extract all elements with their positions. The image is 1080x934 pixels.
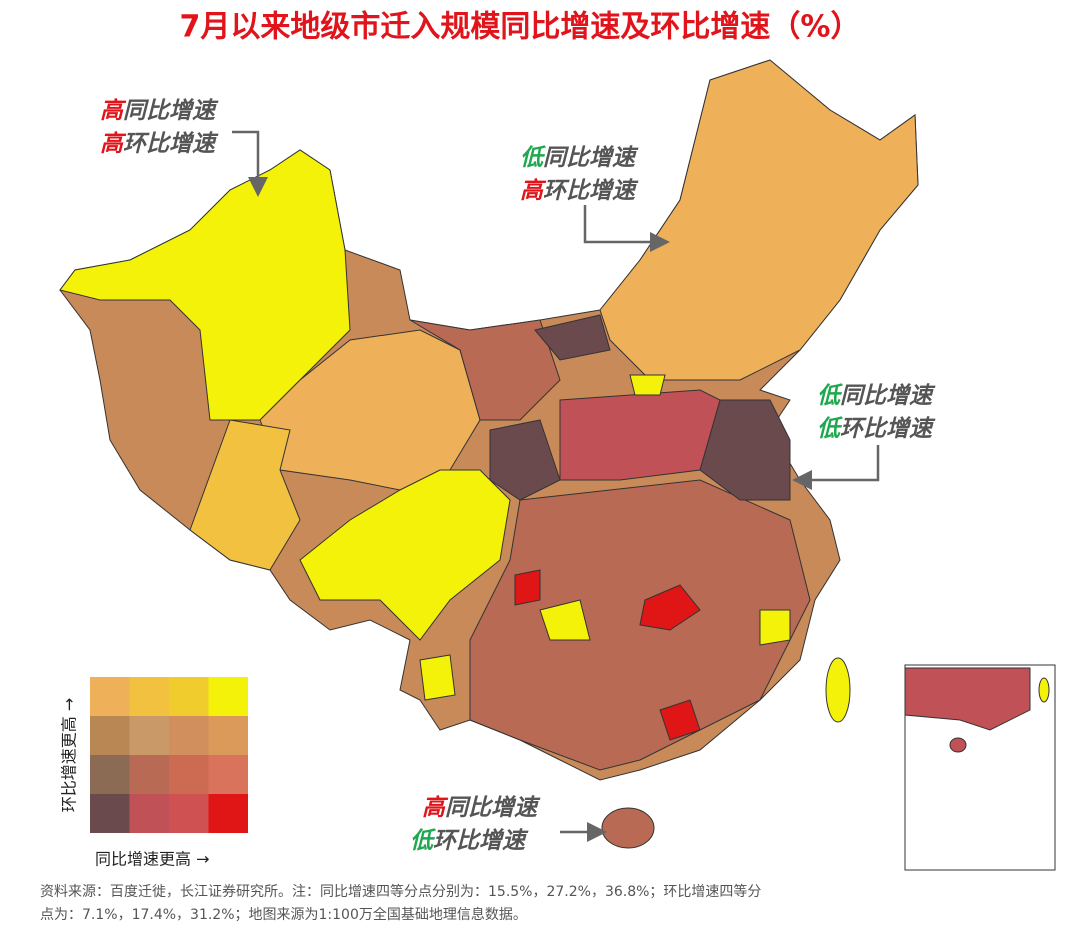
- annotation: 高同比增速: [100, 98, 219, 124]
- region: [419, 654, 456, 701]
- legend-cell: [169, 677, 209, 716]
- annotation-text: 同比增速: [840, 383, 936, 409]
- legend-cell: [169, 755, 209, 794]
- region: [659, 699, 701, 741]
- annotation-level: 低: [410, 828, 437, 854]
- legend-cell: [129, 794, 169, 833]
- annotation-text: 同比增速: [543, 145, 639, 171]
- legend-cell: [129, 755, 169, 794]
- taiwan: [825, 657, 851, 723]
- annotation-text: 环比增速: [123, 131, 219, 157]
- annotation: 低环比增速: [410, 828, 529, 854]
- legend-cell: [129, 677, 169, 716]
- legend-cell: [208, 794, 248, 833]
- region: [514, 569, 541, 606]
- legend-cell: [208, 677, 248, 716]
- region: [759, 609, 791, 646]
- region: [534, 314, 611, 361]
- annotation: 低同比增速: [817, 383, 936, 409]
- annotation-text: 同比增速: [445, 795, 541, 821]
- legend-cell: [129, 716, 169, 755]
- arrows: [232, 130, 880, 842]
- source-note: 点为：7.1%，17.4%，31.2%；地图来源为1:100万全国基础地理信息数…: [40, 906, 527, 923]
- legend-cell: [208, 755, 248, 794]
- annotation-level: 高: [520, 178, 547, 204]
- inset-region: [949, 737, 967, 753]
- arrow: [792, 445, 880, 490]
- annotation-level: 低: [520, 145, 547, 171]
- region: [539, 599, 591, 641]
- legend-cell: [90, 716, 130, 755]
- region: [599, 59, 919, 381]
- inset-region: [904, 667, 1031, 731]
- annotation-level: 低: [817, 383, 844, 409]
- region: [299, 469, 511, 641]
- annotation-text: 环比增速: [543, 178, 639, 204]
- source-note: 资料来源：百度迁徙，长江证券研究所。注：同比增速四等分点分别为：15.5%，27…: [40, 883, 761, 900]
- legend-cell: [208, 716, 248, 755]
- arrow: [232, 130, 268, 197]
- annotation: 高环比增速: [520, 178, 639, 204]
- legend-cell: [90, 794, 130, 833]
- inset-region: [1038, 677, 1050, 703]
- legend-cell: [90, 755, 130, 794]
- region: [629, 374, 666, 396]
- annotation-level: 高: [100, 98, 127, 124]
- arrow: [583, 205, 670, 252]
- annotation: 高同比增速: [422, 795, 541, 821]
- annotation-text: 同比增速: [123, 98, 219, 124]
- region: [559, 389, 721, 481]
- region: [409, 319, 561, 421]
- title: 7月以来地级市迁入规模同比增速及环比增速（%）: [180, 10, 861, 45]
- map: [59, 59, 1056, 871]
- legend-cell: [169, 716, 209, 755]
- annotation-level: 高: [100, 131, 127, 157]
- annotation: 高环比增速: [100, 131, 219, 157]
- region: [189, 419, 301, 571]
- annotation-level: 低: [817, 416, 844, 442]
- hainan: [601, 807, 655, 849]
- region: [639, 584, 701, 631]
- legend-cell: [169, 794, 209, 833]
- legend-x-label: 同比增速更高 →: [95, 850, 210, 869]
- annotation: 低环比增速: [817, 416, 936, 442]
- annotation-level: 高: [422, 795, 449, 821]
- annotation: 低同比增速: [520, 145, 639, 171]
- annotation-text: 环比增速: [433, 828, 529, 854]
- annotation-text: 环比增速: [840, 416, 936, 442]
- legend-y-label: 环比增速更高 →: [60, 698, 79, 813]
- region: [489, 419, 561, 501]
- region: [59, 149, 351, 421]
- legend: 环比增速更高 → 同比增速更高 →: [60, 677, 248, 869]
- legend-cell: [90, 677, 130, 716]
